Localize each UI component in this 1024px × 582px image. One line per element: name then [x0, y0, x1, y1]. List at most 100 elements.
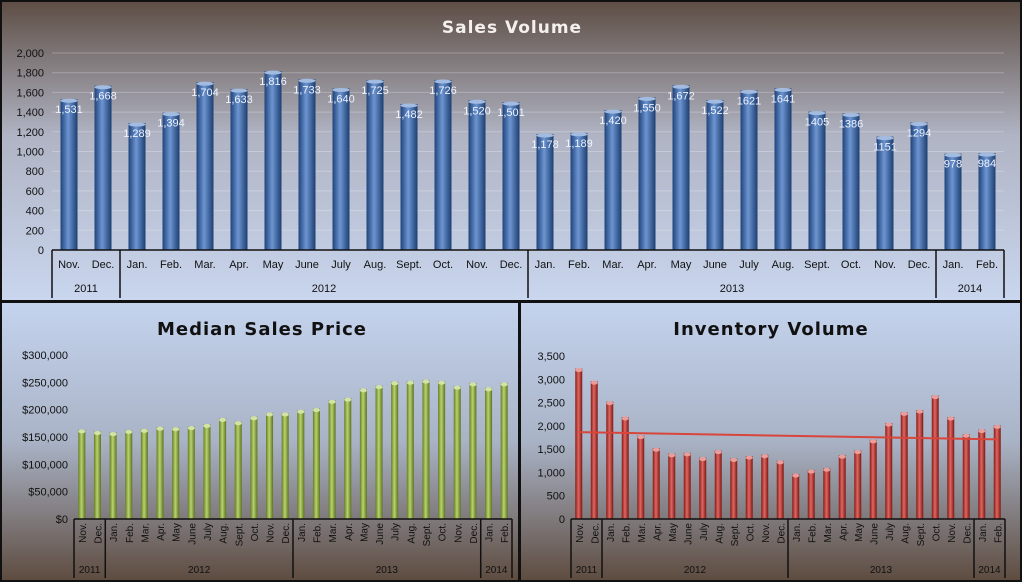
month-label: May [359, 523, 370, 542]
bar-cap [400, 103, 418, 108]
bar [375, 385, 383, 519]
bar-cap [281, 412, 289, 417]
bar [366, 80, 384, 251]
month-label: Sept. [730, 523, 741, 546]
bar [978, 153, 996, 250]
bar-cap [683, 452, 691, 457]
bar-cap [931, 395, 939, 400]
month-label: Oct. [841, 259, 861, 271]
data-label: 1,733 [293, 84, 321, 96]
month-label: July [203, 523, 214, 541]
bar-cap [172, 427, 180, 432]
data-label: 1,640 [327, 93, 355, 105]
bar [993, 425, 1001, 519]
data-label: 1,531 [55, 104, 83, 116]
month-label: Aug. [772, 259, 795, 271]
bar [604, 110, 622, 250]
data-label: 984 [978, 158, 996, 170]
bar-cap [344, 397, 352, 402]
month-label: Mar. [140, 523, 151, 542]
y-tick-label: 500 [547, 491, 565, 503]
bar [196, 82, 214, 250]
month-label: Mar. [602, 259, 623, 271]
bar-cap [604, 109, 622, 114]
bar-cap [876, 136, 894, 141]
bar-cap [366, 79, 384, 84]
data-label: 1,482 [395, 109, 423, 121]
bar [332, 88, 350, 251]
year-label: 2011 [74, 283, 98, 295]
month-label: Mar. [637, 523, 648, 542]
bar-cap [60, 98, 78, 103]
bar [876, 136, 894, 250]
bar-cap [468, 99, 486, 104]
bar [125, 430, 133, 519]
bar [606, 401, 614, 519]
bar-cap [375, 385, 383, 390]
bar [714, 450, 722, 519]
y-tick-label: $200,000 [22, 405, 68, 417]
bar [910, 122, 928, 250]
bar-cap [978, 429, 986, 434]
bar-cap [575, 368, 583, 373]
y-tick-label: $50,000 [28, 487, 68, 499]
bar-cap [406, 380, 414, 385]
bar [468, 100, 486, 250]
y-tick-label: 2,000 [537, 421, 565, 433]
trendline [578, 431, 998, 441]
data-label: 1386 [839, 118, 863, 130]
y-tick-label: 3,000 [537, 374, 565, 386]
month-label: Apr. [344, 523, 355, 541]
bar [536, 133, 554, 250]
year-label: 2013 [376, 565, 399, 576]
year-label: 2012 [312, 283, 336, 295]
bar-cap [823, 467, 831, 472]
bar [745, 456, 753, 519]
median-sales-price-chart: Median Sales Price $0 $50,000 $100,000 $150,… [0, 301, 520, 582]
bar-cap [869, 439, 877, 444]
month-label: Jan. [535, 259, 556, 271]
month-label: Oct. [433, 259, 453, 271]
year-label: 2011 [576, 565, 598, 576]
bar-cap [761, 454, 769, 459]
month-label: Dec. [93, 523, 104, 544]
bar [469, 382, 477, 519]
month-label: Apr. [229, 259, 249, 271]
bar [266, 412, 274, 519]
month-label: Jan. [943, 259, 964, 271]
bar [438, 381, 446, 519]
bar-cap [637, 435, 645, 440]
month-label: Feb. [312, 523, 323, 543]
month-label: Jan. [485, 523, 496, 542]
bar [823, 468, 831, 519]
month-label: May [172, 523, 183, 542]
bar [312, 408, 320, 519]
month-label: Nov. [453, 523, 464, 543]
bar-cap [187, 426, 195, 431]
bar-cap [947, 416, 955, 421]
bar [740, 90, 758, 250]
month-label: Dec. [590, 523, 601, 544]
month-label: Nov. [58, 259, 80, 271]
chart-title: Inventory Volume [673, 319, 868, 340]
bar-cap [900, 411, 908, 416]
bar-cap [714, 450, 722, 455]
month-label: Feb. [621, 523, 632, 543]
bar-cap [606, 401, 614, 406]
month-label: May [668, 523, 679, 542]
data-label: 1,522 [701, 105, 729, 117]
bar-cap [196, 81, 214, 86]
bar-cap [776, 460, 784, 465]
year-label: 2012 [684, 565, 707, 576]
month-label: Jan. [792, 523, 803, 542]
bar [931, 395, 939, 519]
year-label: 2014 [485, 565, 508, 576]
bar [264, 71, 282, 251]
bar-cap [312, 408, 320, 413]
month-label: Jan. [606, 523, 617, 542]
bar-cap [944, 153, 962, 158]
y-tick-label: 200 [26, 225, 44, 237]
data-label: 1151 [873, 142, 897, 154]
bar-cap [808, 111, 826, 116]
bar-cap [422, 379, 430, 384]
